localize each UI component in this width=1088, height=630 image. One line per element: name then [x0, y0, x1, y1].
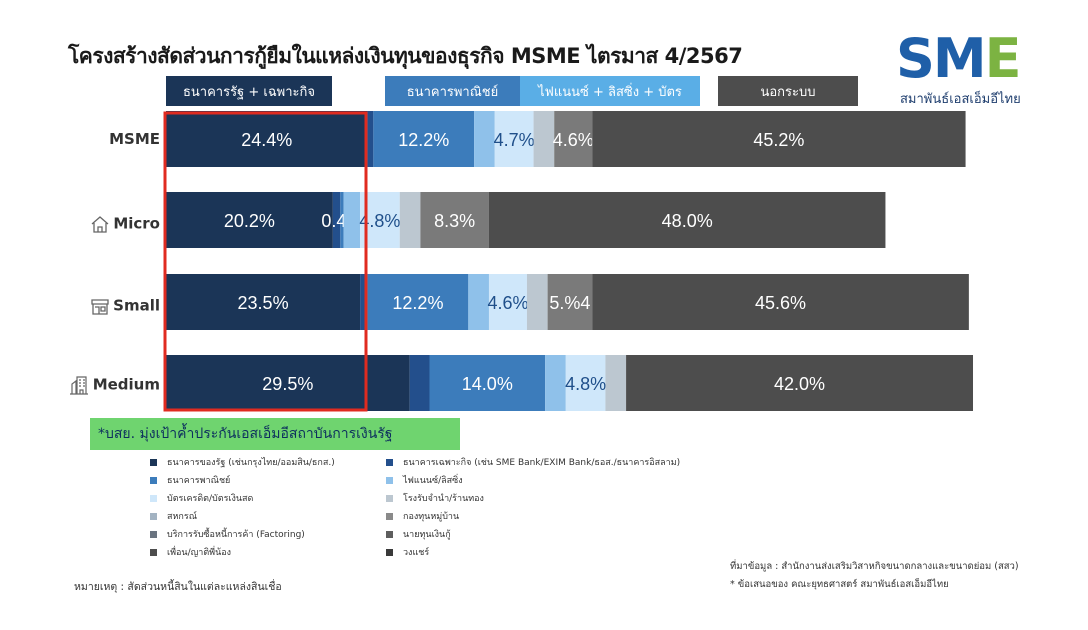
legend-swatch — [150, 548, 157, 556]
legend-item: ธนาคารเฉพาะกิจ (เช่น SME Bank/EXIM Bank/… — [386, 455, 680, 469]
row-label-small: Small — [60, 296, 160, 316]
bar-segment-msme-7 — [592, 111, 966, 167]
legend-item: นายทุนเงินกู้ — [386, 527, 451, 541]
data-label: 45.2% — [753, 130, 804, 150]
legend-swatch — [386, 494, 393, 502]
footnote: หมายเหตุ : สัดส่วนหนี้สินในแต่ละแหล่งสิน… — [74, 581, 282, 593]
bar-segment-medium-5 — [605, 355, 627, 411]
bar-segment-micro-6 — [420, 192, 489, 248]
data-label: 4.6% — [487, 293, 528, 313]
bar-segment-micro-7 — [488, 192, 886, 248]
data-label: 5.%4 — [549, 293, 590, 313]
legend-item: สหกรณ์ — [150, 509, 197, 523]
source-note: ที่มาข้อมูล : สำนักงานส่งเสริมวิสาหกิจขน… — [730, 558, 1019, 594]
data-label: 29.5% — [262, 374, 313, 394]
bar-segment-msme-2 — [373, 111, 475, 167]
legend-item: ธนาคารพาณิชย์ — [150, 473, 230, 487]
data-label: 4.8% — [359, 211, 400, 231]
legend-item: กองทุนหมู่บ้าน — [386, 509, 459, 523]
legend-swatch — [150, 494, 157, 502]
bar-segment-medium-3 — [545, 355, 566, 411]
data-label: 14.0% — [462, 374, 513, 394]
legend-swatch — [386, 548, 393, 556]
legend-item: ธนาคารของรัฐ (เช่นกรุงไทย/ออมสิน/ธกส.) — [150, 455, 335, 469]
bar-segment-small-7 — [592, 274, 969, 330]
source-line: ที่มาข้อมูล : สำนักงานส่งเสริมวิสาหกิจขน… — [730, 561, 1019, 572]
bar-segment-msme-0 — [166, 111, 368, 167]
bar-segment-medium-4 — [565, 355, 606, 411]
legend-item: โรงรับจำนำ/ร้านทอง — [386, 491, 484, 505]
data-label: 4.7% — [494, 130, 535, 150]
bar-segment-small-4 — [488, 274, 527, 330]
row-label-medium: Medium — [60, 374, 160, 396]
data-label: 48.0% — [662, 211, 713, 231]
bar-segment-small-1 — [360, 274, 368, 330]
bar-segment-medium-1 — [409, 355, 430, 411]
bar-segment-small-6 — [547, 274, 593, 330]
data-label: 4.6% — [553, 130, 594, 150]
shop-icon — [91, 299, 109, 315]
logo-wordmark: SME — [896, 27, 1022, 90]
bar-segment-micro-1 — [332, 192, 341, 248]
data-label: 45.6% — [755, 293, 806, 313]
legend-item: บริการรับซื้อหนี้การค้า (Factoring) — [150, 527, 305, 541]
legend-swatch — [150, 512, 157, 520]
legend-item: เพื่อน/ญาติพี่น้อง — [150, 545, 231, 559]
data-label: 8.3% — [434, 211, 475, 231]
bar-segment-small-3 — [468, 274, 489, 330]
group-header-state-bank: ธนาคารรัฐ + เฉพาะกิจ — [166, 76, 332, 106]
bar-segment-msme-5 — [533, 111, 555, 167]
bar-segment-small-5 — [526, 274, 548, 330]
row-label-msme: MSME — [109, 130, 160, 148]
group-header-commercial-bank: ธนาคารพาณิชย์ — [385, 76, 520, 106]
highlight-box — [163, 111, 368, 412]
legend-swatch — [386, 512, 393, 520]
logo-subtitle: สมาพันธ์เอสเอ็มอีไทย — [900, 92, 1021, 107]
bar-segment-msme-6 — [554, 111, 593, 167]
group-header-informal: นอกระบบ — [718, 76, 858, 106]
data-label: 4.8% — [565, 374, 606, 394]
bar-segment-medium-2 — [429, 355, 546, 411]
bar-segment-micro-0 — [166, 192, 333, 248]
bar-segment-medium-7 — [626, 355, 974, 411]
bar-segment-micro-2 — [340, 192, 344, 248]
data-label: 23.5% — [238, 293, 289, 313]
bar-segment-micro-5 — [399, 192, 421, 248]
data-label: 20.2% — [224, 211, 275, 231]
bar-segment-micro-3 — [343, 192, 361, 248]
bar-segment-msme-3 — [474, 111, 495, 167]
legend-item: วงแชร์ — [386, 545, 429, 559]
bar-segment-small-0 — [166, 274, 361, 330]
legend-swatch — [150, 476, 157, 484]
note-banner: *บสย. มุ่งเป้าค้ำประกันเอสเอ็มอีสถาบันกา… — [90, 418, 460, 450]
legend-swatch — [150, 458, 157, 466]
legend-swatch — [386, 458, 393, 466]
bar-segment-medium-0 — [166, 355, 410, 411]
bar-segment-msme-4 — [494, 111, 534, 167]
bar-segment-small-2 — [367, 274, 469, 330]
building-icon — [69, 376, 88, 395]
legend-swatch — [386, 476, 393, 484]
row-label-micro: Micro — [60, 214, 160, 234]
legend-item: บัตรเครดิต/บัตรเงินสด — [150, 491, 253, 505]
data-label: 42.0% — [774, 374, 825, 394]
data-label: 24.4% — [241, 130, 292, 150]
source-line: * ข้อเสนอของ คณะยุทธศาสตร์ สมาพันธ์เอสเอ… — [730, 579, 949, 590]
data-label: 12.2% — [392, 293, 443, 313]
legend-swatch — [386, 530, 393, 538]
chart-title: โครงสร้างสัดส่วนการกู้ยืมในแหล่งเงินทุนข… — [68, 44, 743, 68]
group-header-finance-leasing: ไฟแนนซ์ + ลิสซิ่ง + บัตร — [520, 76, 700, 106]
bar-segment-msme-1 — [367, 111, 374, 167]
house-icon — [91, 216, 109, 233]
sme-logo: SME สมาพันธ์เอสเอ็มอีไทย — [896, 27, 1046, 108]
data-label: 12.2% — [398, 130, 449, 150]
legend-swatch — [150, 530, 157, 538]
legend-item: ไฟแนนซ์/ลิสซิ่ง — [386, 473, 463, 487]
